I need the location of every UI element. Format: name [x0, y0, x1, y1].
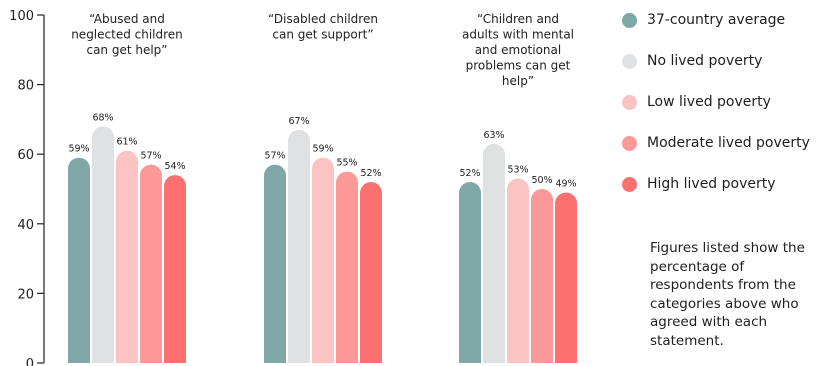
bar-value-label: 59% — [68, 144, 89, 155]
y-tick-label: 100 — [9, 9, 34, 24]
legend-item: Moderate lived poverty — [622, 133, 822, 153]
category-labels-group: “Abused and neglected children can get hel… — [71, 12, 574, 88]
bar-value-label: 53% — [507, 165, 528, 176]
bar — [68, 157, 90, 363]
bar — [312, 157, 334, 363]
bar-value-label: 57% — [140, 151, 161, 162]
bar — [92, 126, 114, 363]
bar — [164, 175, 186, 363]
legend-label: No lived poverty — [647, 53, 763, 69]
bar-value-label: 54% — [164, 161, 185, 172]
y-tick-label: 0 — [26, 357, 34, 366]
legend-swatch-icon — [622, 53, 637, 69]
bar-value-label: 57% — [264, 151, 285, 162]
legend-label: 37-country average — [647, 12, 786, 28]
legend-swatch-icon — [622, 94, 637, 110]
bar — [483, 143, 505, 363]
bar — [531, 189, 553, 363]
legend-item: 37-country average — [622, 10, 822, 30]
bar — [140, 164, 162, 363]
legend-label: Low lived poverty — [647, 94, 771, 110]
bar — [360, 182, 382, 363]
legend-item: Low lived poverty — [622, 92, 822, 112]
category-label: “Children and adults with mental and emoti… — [462, 12, 574, 88]
legend: 37-country average No lived poverty Low li… — [622, 10, 822, 215]
bar — [288, 129, 310, 363]
category-label: “Disabled children can get support” — [268, 12, 378, 42]
bar-value-label: 55% — [336, 158, 357, 169]
bar-value-label: 63% — [483, 130, 504, 141]
bar — [264, 164, 286, 363]
value-labels-group: 59%68%61%57%54%57%67%59%55%52% 52%63%53%5… — [68, 112, 576, 189]
legend-item: No lived poverty — [622, 51, 822, 71]
legend-swatch-icon — [622, 135, 637, 151]
bar-value-label: 50% — [531, 175, 552, 186]
y-axis: 0 20 40 60 80 100 — [9, 9, 45, 366]
bar-value-label: 67% — [288, 116, 309, 127]
bar — [555, 192, 577, 363]
bar — [459, 182, 481, 363]
bar-value-label: 52% — [360, 168, 381, 179]
bar — [116, 150, 138, 363]
bar — [336, 171, 358, 363]
footnote: Figures listed show the percentage of re… — [650, 240, 805, 349]
category-label: “Abused and neglected children can get hel… — [71, 12, 183, 57]
legend-item: High lived poverty — [622, 174, 822, 194]
legend-label: High lived poverty — [647, 176, 776, 192]
legend-swatch-icon — [622, 176, 637, 192]
bar — [507, 178, 529, 363]
bar-value-label: 61% — [116, 137, 137, 148]
bars-group — [68, 126, 577, 363]
y-tick-label: 20 — [17, 287, 34, 302]
bar-value-label: 49% — [555, 178, 576, 189]
legend-label: Moderate lived poverty — [647, 135, 810, 151]
y-tick-label: 60 — [17, 148, 34, 163]
legend-swatch-icon — [622, 12, 637, 28]
bar-value-label: 59% — [312, 144, 333, 155]
bar-value-label: 52% — [459, 168, 480, 179]
y-tick-label: 40 — [17, 218, 34, 233]
bar-value-label: 68% — [92, 112, 113, 123]
y-tick-label: 80 — [17, 79, 34, 94]
